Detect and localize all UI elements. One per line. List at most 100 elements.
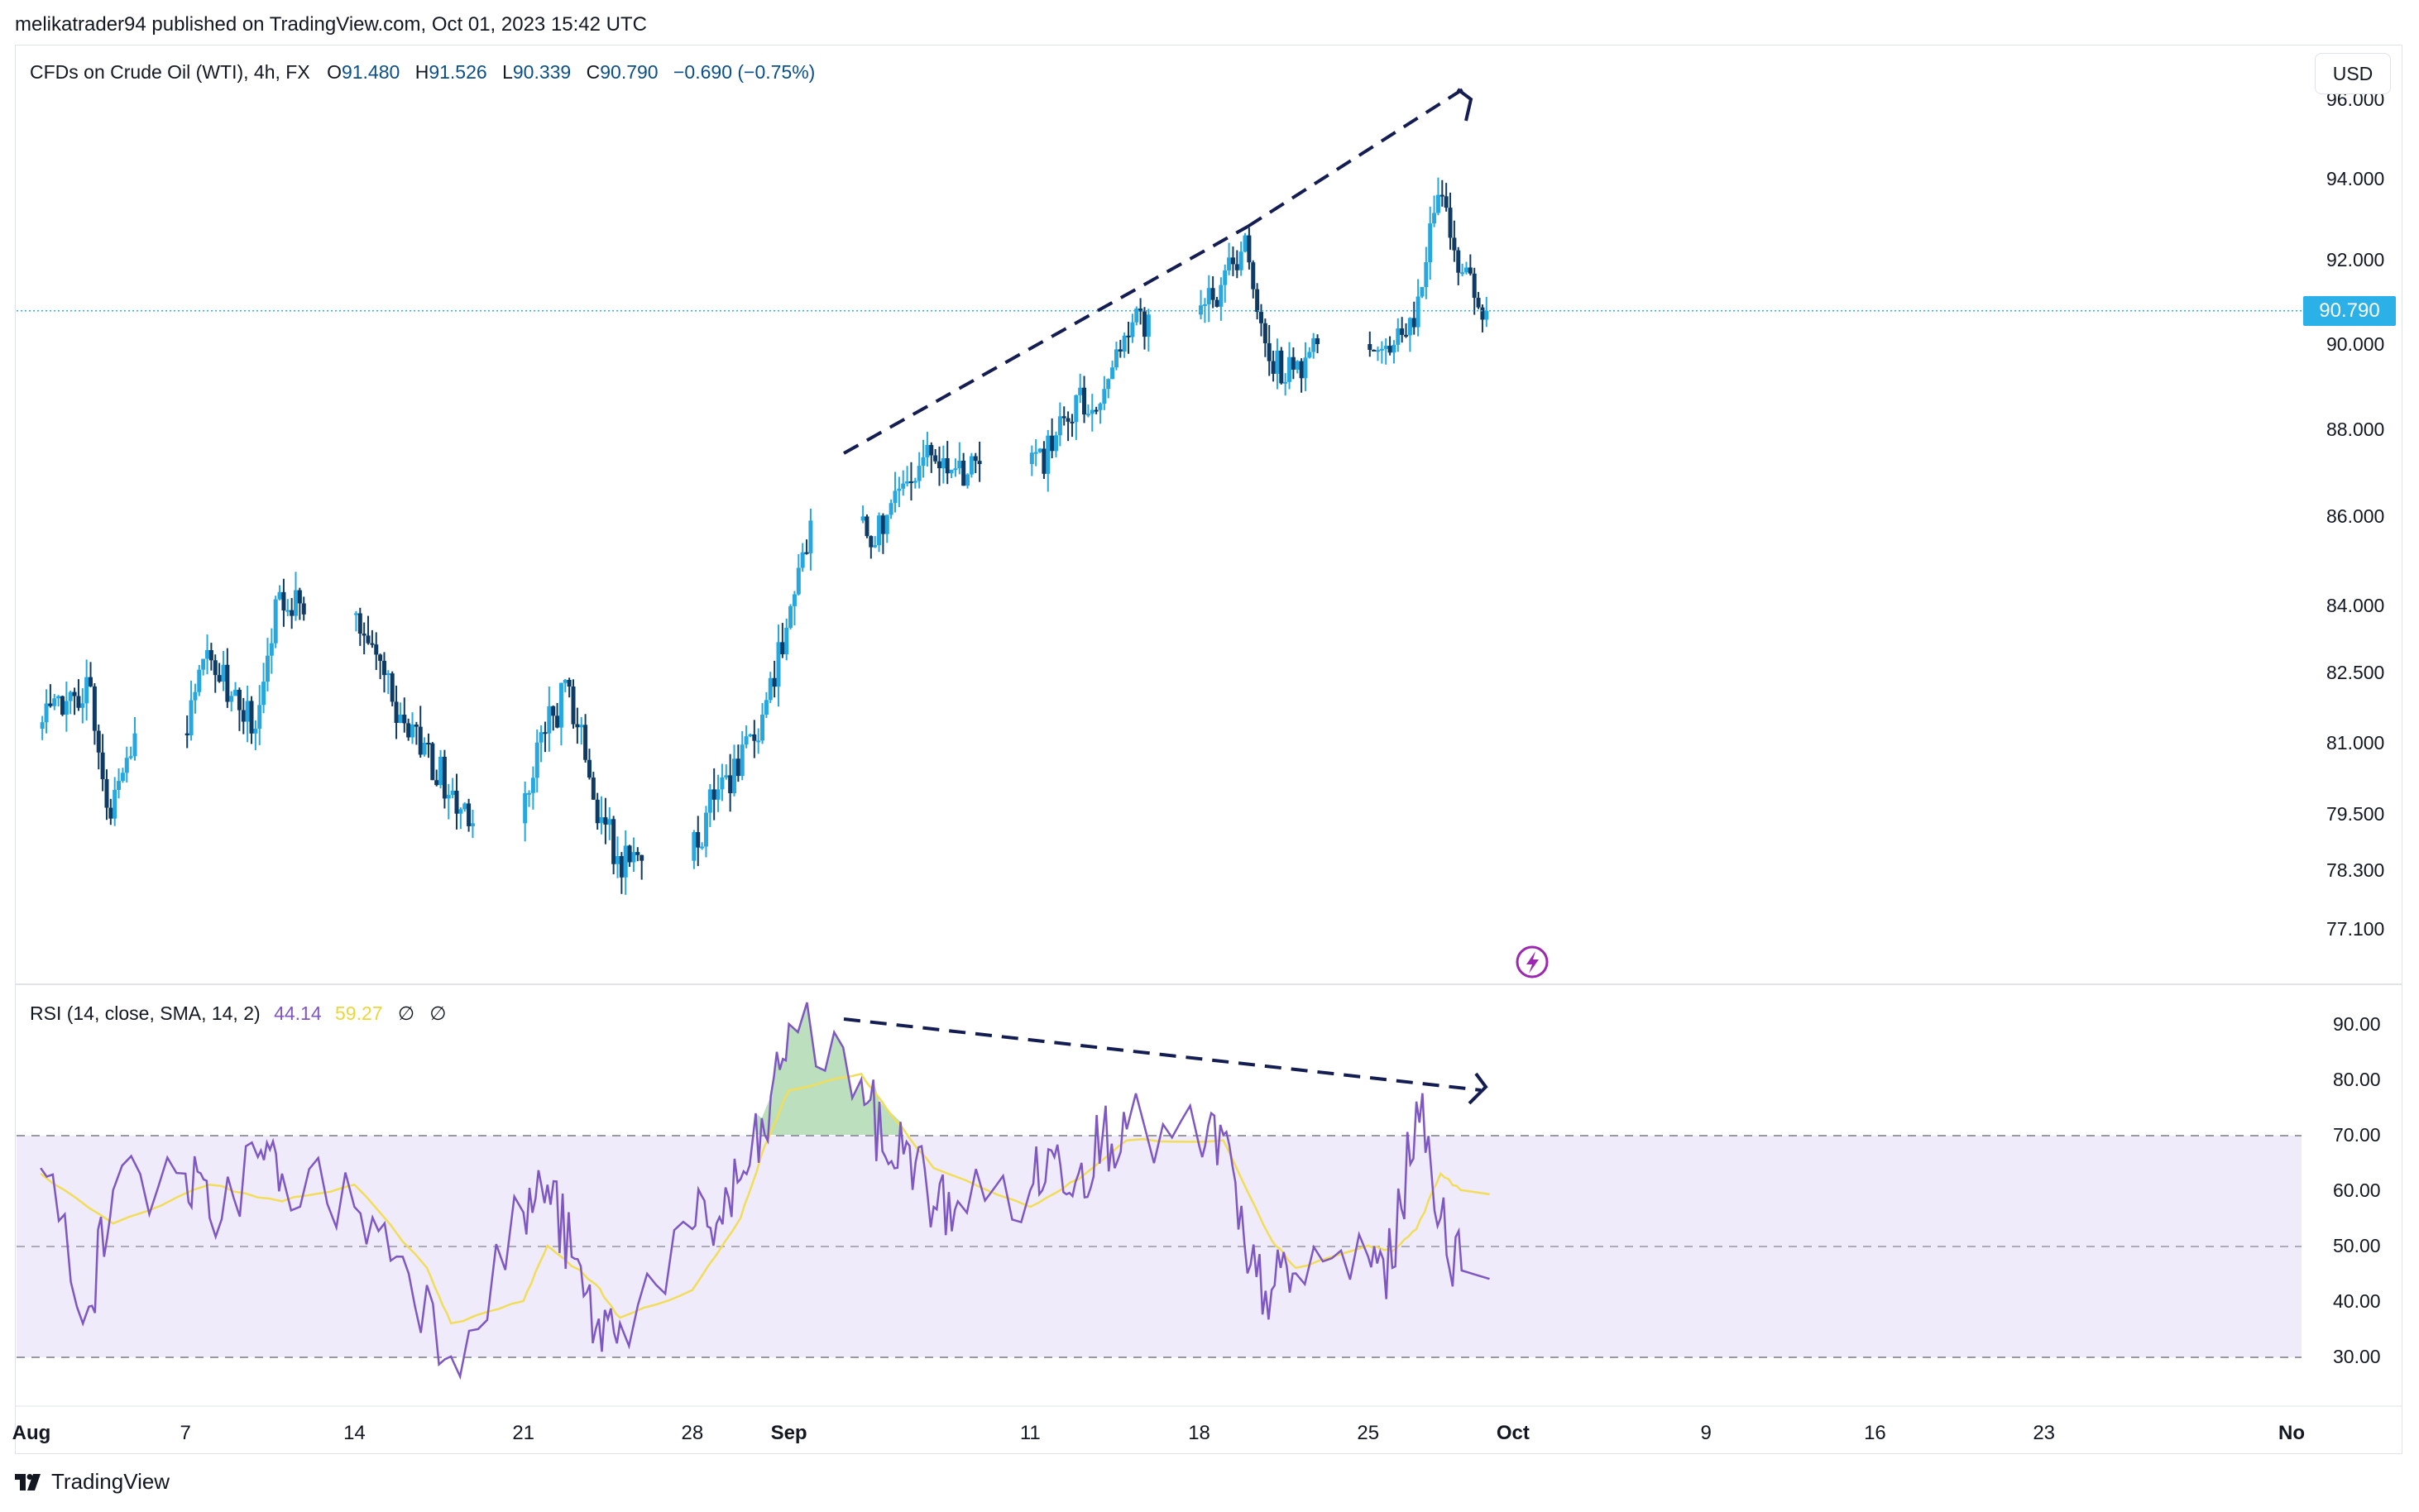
candle-body-213 — [1234, 264, 1239, 270]
candle-body-237 — [1379, 348, 1384, 351]
time-tick-0: Aug — [12, 1422, 51, 1444]
candle-body-154 — [901, 483, 906, 489]
candle-body-200 — [1134, 309, 1139, 323]
candle-body-10 — [80, 703, 85, 708]
candle-body-90 — [547, 706, 552, 734]
time-tick-12: 23 — [2033, 1422, 2055, 1444]
candle-body-119 — [711, 789, 716, 800]
rsi-tick-2: 70.00 — [2333, 1124, 2381, 1146]
chart-frame — [15, 45, 2402, 1454]
candle-body-249 — [1428, 223, 1433, 263]
candle-body-227 — [1291, 356, 1296, 370]
candle-body-188 — [1085, 414, 1090, 416]
price-trendline[interactable] — [843, 88, 1473, 455]
candle-body-12 — [89, 677, 93, 687]
candle-body-8 — [72, 691, 77, 696]
rsi-tick-5: 40.00 — [2333, 1290, 2381, 1312]
candle-body-182 — [1061, 416, 1066, 419]
candle-body-170 — [965, 474, 970, 486]
candle-body-148 — [877, 515, 882, 546]
candle-body-98 — [579, 725, 584, 728]
candle-body-45 — [269, 643, 274, 656]
currency-button[interactable]: USD — [2315, 53, 2391, 94]
price-tick-5: 86.000 — [2326, 505, 2384, 527]
candle-body-193 — [1106, 379, 1111, 390]
rsi-band — [17, 1136, 2302, 1357]
candle-body-22 — [128, 756, 133, 758]
candle-body-87 — [534, 742, 539, 778]
rsi-axis[interactable]: 90.00 80.00 70.00 60.00 50.00 40.00 30.00 — [2333, 1013, 2381, 1367]
candle-body-36 — [233, 689, 238, 696]
candle-body-220 — [1262, 323, 1267, 343]
candle-body-73 — [430, 743, 435, 781]
time-tick-10: 9 — [1701, 1422, 1712, 1444]
candle-body-159 — [921, 457, 926, 467]
candle-body-177 — [1042, 448, 1047, 474]
time-tick-4: 28 — [682, 1422, 704, 1444]
candle-body-94 — [563, 679, 568, 683]
candle-body-204 — [1199, 305, 1204, 315]
candle-body-43 — [261, 682, 266, 706]
close-value: 90.790 — [600, 61, 659, 83]
candle-body-245 — [1411, 318, 1416, 328]
close-label: C — [586, 61, 601, 83]
candle-body-174 — [1029, 452, 1034, 464]
candle-body-254 — [1448, 208, 1453, 238]
price-axis[interactable]: 96.00094.00092.00090.00088.00086.00084.0… — [2326, 89, 2384, 940]
candle-body-149 — [880, 515, 885, 534]
candle-body-75 — [438, 756, 443, 786]
candle-body-218 — [1255, 289, 1260, 313]
candle-body-131 — [760, 715, 765, 741]
time-tick-11: 16 — [1864, 1422, 1886, 1444]
candle-body-166 — [949, 469, 954, 474]
rsi-trendline[interactable] — [843, 1017, 1488, 1105]
time-axis[interactable]: Aug 7 14 21 28 Sep 11 18 25 Oct 9 16 23 No — [12, 1422, 2305, 1444]
candle-body-26 — [193, 691, 198, 701]
lightning-icon[interactable] — [1516, 945, 1549, 978]
rsi-name[interactable]: RSI (14, close, SMA, 14, 2) — [30, 1002, 261, 1024]
candle-body-173 — [977, 461, 982, 464]
candle-body-118 — [707, 789, 712, 813]
rsi-line — [40, 1002, 1490, 1380]
candle-body-72 — [426, 743, 431, 744]
candle-body-151 — [889, 503, 893, 515]
candle-body-6 — [64, 701, 69, 715]
rsi-tick-6: 30.00 — [2333, 1346, 2381, 1367]
candle-body-185 — [1074, 395, 1079, 423]
candle-body-50 — [290, 610, 295, 616]
candle-body-40 — [249, 701, 254, 734]
symbol-name[interactable]: CFDs on Crude Oil (WTI), 4h, FX — [30, 61, 310, 83]
candle-body-79 — [454, 790, 459, 814]
candle-body-209 — [1219, 285, 1224, 307]
candle-body-189 — [1090, 409, 1095, 414]
candle-body-122 — [724, 775, 729, 778]
price-tick-6: 84.000 — [2326, 595, 2384, 616]
price-tick-10: 78.300 — [2326, 859, 2384, 881]
candle-body-63 — [390, 673, 395, 702]
rsi-tick-3: 60.00 — [2333, 1179, 2381, 1201]
rsi-sma-line — [40, 1072, 1490, 1325]
candle-body-103 — [599, 817, 604, 824]
candle-body-23 — [132, 733, 137, 757]
candle-body-183 — [1066, 418, 1071, 422]
rsi-tick-0: 90.00 — [2333, 1013, 2381, 1035]
candle-body-234 — [1368, 344, 1372, 350]
candle-body-108 — [619, 856, 624, 878]
footer[interactable]: TradingView — [15, 1469, 170, 1495]
candle-body-99 — [583, 725, 588, 760]
candle-body-46 — [273, 599, 278, 644]
candle-body-89 — [543, 732, 548, 734]
candle-body-56 — [362, 634, 366, 636]
candle-body-102 — [595, 799, 600, 824]
candle-body-4 — [56, 696, 61, 699]
candle-body-143 — [808, 520, 813, 553]
candle-body-85 — [527, 792, 532, 795]
candle-body-25 — [189, 700, 194, 736]
candle-body-83 — [470, 823, 475, 826]
open-value: 91.480 — [341, 61, 400, 83]
candle-body-74 — [434, 780, 439, 786]
candle-body-146 — [869, 536, 874, 548]
candle-body-202 — [1142, 311, 1147, 337]
candle-body-14 — [96, 730, 101, 753]
